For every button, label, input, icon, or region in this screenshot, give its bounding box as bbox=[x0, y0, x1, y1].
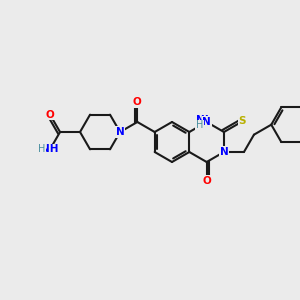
Text: H: H bbox=[38, 144, 46, 154]
Text: N: N bbox=[116, 127, 124, 137]
Text: O: O bbox=[133, 97, 142, 107]
Text: N: N bbox=[196, 115, 205, 125]
Text: O: O bbox=[46, 110, 54, 120]
Text: H: H bbox=[196, 120, 203, 130]
Text: N: N bbox=[202, 117, 211, 127]
Text: O: O bbox=[202, 176, 211, 186]
Text: N: N bbox=[220, 147, 228, 157]
Text: N: N bbox=[200, 115, 209, 125]
Text: N: N bbox=[116, 127, 124, 137]
Text: NH: NH bbox=[41, 144, 59, 154]
Text: S: S bbox=[238, 116, 246, 127]
